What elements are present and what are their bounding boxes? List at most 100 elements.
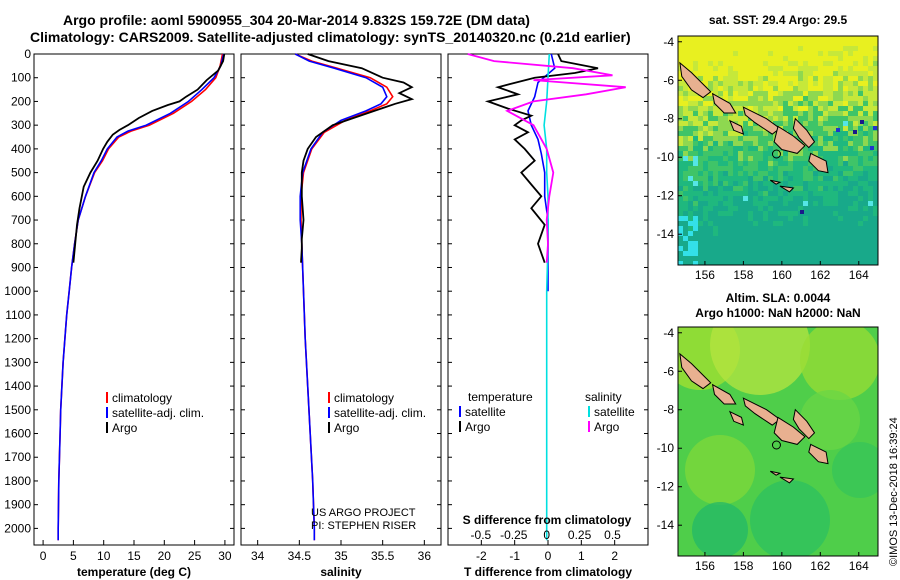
sst-cell [798, 151, 803, 156]
sst-cell [708, 191, 713, 196]
sst-cell [718, 86, 723, 91]
sst-cell [858, 106, 863, 111]
sst-cell [723, 171, 728, 176]
sst-cell [743, 256, 748, 261]
sst-cell [818, 76, 823, 81]
sst-cell [868, 201, 873, 206]
sst-cell [828, 101, 833, 106]
sst-cell [818, 131, 823, 136]
sst-cell [743, 196, 748, 201]
sst-cell [808, 146, 813, 151]
sst-cell [753, 256, 758, 261]
sst-cell [778, 116, 783, 121]
sst-cell [703, 166, 708, 171]
sst-cell [728, 241, 733, 246]
sst-cell [693, 56, 698, 61]
sst-cell [823, 171, 828, 176]
sst-cell [798, 76, 803, 81]
sst-cell [778, 211, 783, 216]
sst-cell [748, 256, 753, 261]
sst-cell [753, 106, 758, 111]
sst-cell [683, 116, 688, 121]
sst-cell [738, 116, 743, 121]
sst-cell [688, 161, 693, 166]
sst-cell [828, 131, 833, 136]
sst-cell [803, 186, 808, 191]
sst-cell [868, 161, 873, 166]
sst-cell [823, 191, 828, 196]
sst-cell [818, 136, 823, 141]
sst-cell [798, 96, 803, 101]
sst-cell [678, 156, 683, 161]
sst-cell [828, 61, 833, 66]
sst-cell [788, 161, 793, 166]
sst-cell [683, 256, 688, 261]
sst-cell [843, 226, 848, 231]
sst-cell [703, 136, 708, 141]
sst-cell [793, 81, 798, 86]
sst-cell [838, 81, 843, 86]
sst-cell [843, 196, 848, 201]
sst-cell [688, 156, 693, 161]
sst-cell [683, 136, 688, 141]
sst-cell [763, 166, 768, 171]
sst-cell [838, 186, 843, 191]
sst-cell [868, 66, 873, 71]
sst-cell [868, 81, 873, 86]
sst-cell [798, 226, 803, 231]
sst-cell [808, 81, 813, 86]
sst-cell [798, 36, 803, 41]
sst-cell [728, 221, 733, 226]
sst-cell [813, 121, 818, 126]
sst-cell [853, 136, 858, 141]
sst-cell [768, 106, 773, 111]
sst-cell [868, 191, 873, 196]
sst-cell [773, 146, 778, 151]
y-tick-label: 400 [11, 142, 31, 156]
x-tick-label: 15 [127, 549, 141, 563]
sst-cell [868, 56, 873, 61]
sst-cell [723, 166, 728, 171]
sst-cell [803, 261, 808, 265]
sst-cell [758, 151, 763, 156]
sst-cell [693, 191, 698, 196]
sst-cell [698, 166, 703, 171]
sst-cell [833, 86, 838, 91]
y-tick-label: 1100 [5, 308, 31, 322]
sst-cell [813, 131, 818, 136]
sst-cell [718, 166, 723, 171]
map-x-tick-label: 158 [733, 268, 753, 282]
sst-cell [813, 251, 818, 256]
island-coastline [792, 117, 816, 149]
sst-cell [818, 206, 823, 211]
sst-cell [863, 101, 868, 106]
sst-cell [823, 101, 828, 106]
sst-cell [768, 36, 773, 41]
sst-cell [763, 226, 768, 231]
sst-cell [873, 126, 877, 130]
sst-cell [823, 131, 828, 136]
island-coastline [792, 408, 816, 440]
sst-cell [748, 246, 753, 251]
sst-cell [873, 161, 878, 166]
sst-cell [798, 251, 803, 256]
sst-cell [808, 186, 813, 191]
sst-cell [698, 146, 703, 151]
sst-cell [873, 236, 878, 241]
x-tick-label: 0 [40, 549, 47, 563]
sst-cell [718, 216, 723, 221]
sst-cell [683, 246, 688, 251]
sst-cell [738, 211, 743, 216]
sst-cell [763, 191, 768, 196]
sst-cell [778, 186, 783, 191]
sst-cell [853, 206, 858, 211]
sst-cell [788, 86, 793, 91]
sst-cell [848, 186, 853, 191]
sst-cell [708, 206, 713, 211]
island-coastline [779, 476, 795, 484]
sst-cell [763, 136, 768, 141]
sst-cell [798, 86, 803, 91]
sst-cell [698, 41, 703, 46]
sst-cell [858, 131, 863, 136]
sst-cell [788, 66, 793, 71]
